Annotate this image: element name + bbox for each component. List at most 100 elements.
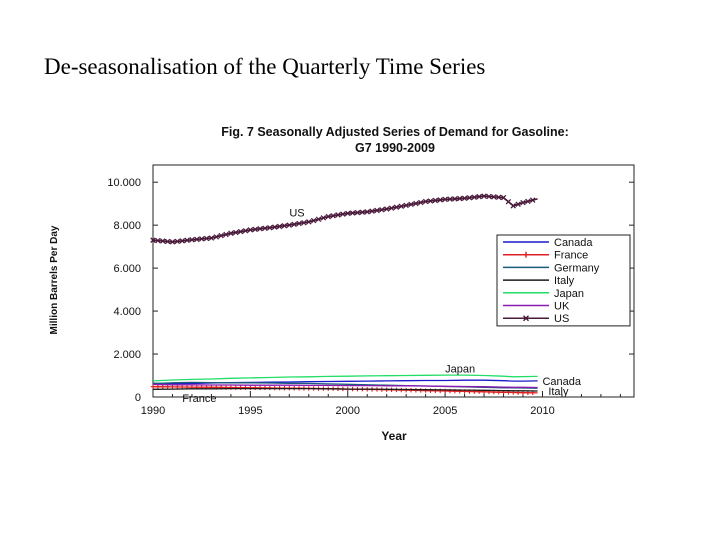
x-tick-label: 1995 xyxy=(238,405,262,417)
series-line-uk xyxy=(152,383,538,389)
series-japan xyxy=(152,374,538,382)
data-point-us xyxy=(413,200,419,207)
data-point-us xyxy=(281,223,288,229)
series-line-us xyxy=(152,195,538,243)
data-point-us xyxy=(164,238,171,245)
data-point-france xyxy=(253,385,258,391)
data-point-france xyxy=(408,388,414,393)
legend-item-canada: Canada xyxy=(503,237,593,249)
data-point-us xyxy=(403,202,409,209)
y-tick-label: 8.000 xyxy=(113,220,141,232)
data-point-us xyxy=(252,226,258,233)
data-point-us xyxy=(159,238,166,244)
data-point-us xyxy=(247,227,254,233)
annotation-us: US xyxy=(289,207,304,219)
legend-item-japan: Japan xyxy=(503,288,584,300)
legend-label: Italy xyxy=(554,275,575,287)
data-point-us xyxy=(456,195,463,202)
data-point-us xyxy=(491,194,497,200)
data-point-us xyxy=(432,197,439,204)
y-tick-label: 0 xyxy=(135,392,141,404)
series-us xyxy=(150,193,538,245)
data-point-us xyxy=(379,206,385,213)
data-point-us xyxy=(447,196,453,202)
chart-title-line-2: G7 1990-2009 xyxy=(355,141,435,155)
data-point-us xyxy=(349,210,356,216)
y-tick-label: 4.000 xyxy=(113,306,141,318)
data-point-france xyxy=(423,388,428,393)
x-tick-label: 2000 xyxy=(335,405,359,417)
data-point-us xyxy=(442,196,448,203)
data-point-us xyxy=(320,215,327,221)
data-point-us xyxy=(223,231,229,238)
data-point-us xyxy=(169,239,176,245)
legend-item-us: US xyxy=(503,313,569,325)
data-point-us xyxy=(184,237,190,244)
data-point-us xyxy=(208,235,215,241)
data-point-us xyxy=(452,196,458,202)
series-line-italy xyxy=(152,387,538,392)
data-point-us xyxy=(476,193,482,200)
data-point-us xyxy=(330,212,336,219)
data-point-us xyxy=(198,236,205,242)
legend-label: US xyxy=(554,313,569,325)
x-tick-label: 2005 xyxy=(433,405,457,417)
data-point-france xyxy=(248,385,253,390)
data-point-us xyxy=(383,206,390,212)
data-point-us xyxy=(359,209,366,215)
data-point-us xyxy=(510,203,517,209)
data-point-us xyxy=(515,201,521,207)
data-point-us xyxy=(189,236,195,243)
annotation-france: France xyxy=(182,393,216,405)
chart-title-line-1: Fig. 7 Seasonally Adjusted Series of Dem… xyxy=(221,125,569,139)
data-point-us xyxy=(398,203,405,210)
plot-area-frame xyxy=(152,164,635,398)
data-point-us xyxy=(203,235,210,242)
y-tick-label: 10.000 xyxy=(107,177,141,189)
series-uk xyxy=(152,383,538,389)
data-point-us xyxy=(422,198,429,205)
data-point-us xyxy=(466,194,473,201)
data-point-us xyxy=(194,236,200,243)
data-point-us xyxy=(408,201,414,208)
data-point-us xyxy=(306,219,312,225)
y-tick-label: 6.000 xyxy=(113,263,141,275)
slide-title: De-seasonalisation of the Quarterly Time… xyxy=(44,54,486,79)
legend-item-france: France xyxy=(503,250,588,262)
data-point-us xyxy=(262,225,268,232)
legend-marker xyxy=(523,315,529,322)
data-point-france xyxy=(160,384,165,389)
data-point-us xyxy=(237,228,244,235)
data-point-us xyxy=(301,219,307,226)
data-point-us xyxy=(471,194,478,200)
y-tick-label: 2.000 xyxy=(113,349,141,361)
legend-label: Canada xyxy=(554,237,593,249)
legend-label: Germany xyxy=(554,262,600,274)
x-tick-label: 1990 xyxy=(141,405,165,417)
data-point-us xyxy=(233,229,239,236)
data-point-us xyxy=(218,232,224,239)
data-point-us xyxy=(388,205,395,211)
data-point-us xyxy=(325,213,332,220)
legend-item-uk: UK xyxy=(503,301,570,313)
legend-label: UK xyxy=(554,301,570,313)
data-point-us xyxy=(344,210,351,217)
data-point-france xyxy=(257,385,263,391)
data-point-us xyxy=(213,234,220,240)
data-point-us xyxy=(461,195,468,202)
annotation-canada: Canada xyxy=(542,376,581,388)
data-point-us xyxy=(418,199,424,206)
data-point-us xyxy=(296,220,302,227)
data-point-us xyxy=(354,209,361,216)
data-point-us xyxy=(335,212,341,218)
data-point-us xyxy=(257,226,263,232)
data-point-us xyxy=(150,237,156,243)
series-italy xyxy=(152,387,538,392)
data-point-us xyxy=(427,198,434,204)
data-point-us xyxy=(291,221,297,228)
data-point-us xyxy=(437,197,443,203)
data-point-us xyxy=(174,238,181,245)
data-point-france xyxy=(413,388,419,393)
